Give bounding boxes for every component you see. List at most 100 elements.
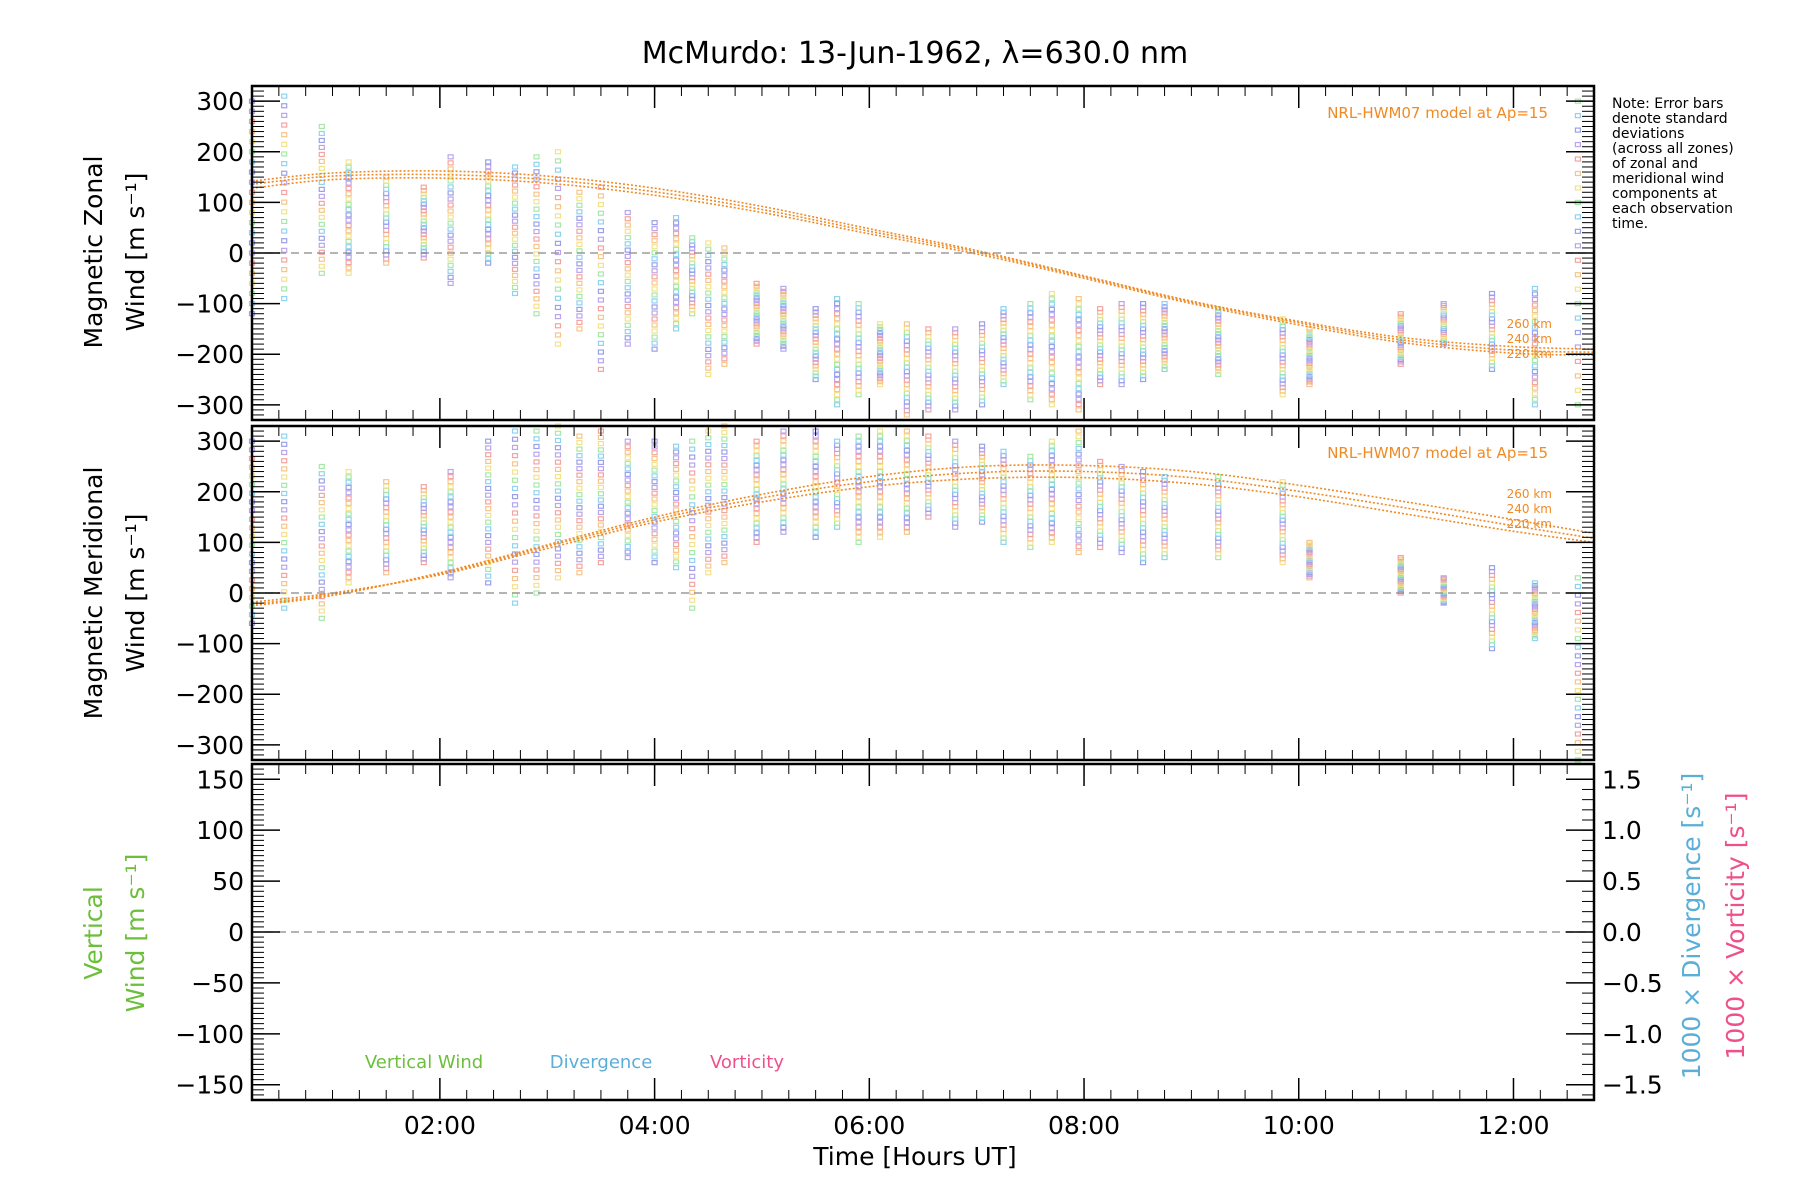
obs-marker — [1215, 340, 1222, 346]
obs-marker — [281, 122, 288, 128]
obs-marker — [1000, 466, 1007, 472]
obs-marker — [383, 235, 390, 242]
obs-marker — [753, 515, 760, 521]
obs-marker — [705, 246, 712, 252]
obs-marker — [1139, 534, 1147, 540]
obs-marker — [345, 169, 352, 176]
obs-marker — [651, 328, 658, 334]
obs-marker — [345, 511, 352, 517]
obs-marker — [812, 453, 819, 459]
obs-marker — [1118, 537, 1125, 543]
obs-marker — [1075, 532, 1082, 538]
obs-marker — [383, 535, 390, 541]
obs-marker — [705, 455, 712, 461]
obs-marker — [834, 387, 841, 393]
obs-marker — [855, 344, 862, 350]
obs-marker — [1306, 376, 1313, 382]
obs-marker — [624, 216, 631, 222]
obs-marker — [1075, 492, 1082, 498]
obs-marker — [705, 489, 712, 495]
obs-marker — [511, 236, 519, 242]
obs-marker — [876, 329, 884, 336]
obs-marker — [721, 278, 728, 284]
obs-marker — [1097, 507, 1104, 514]
obs-marker — [903, 368, 910, 375]
obs-marker — [651, 226, 658, 232]
obs-marker — [780, 510, 787, 516]
obs-marker — [780, 317, 787, 323]
obs-marker — [1048, 472, 1055, 478]
obs-marker — [834, 321, 841, 327]
obs-marker — [855, 392, 862, 398]
y2-tick-label: 1.0 — [1602, 816, 1642, 845]
obs-marker — [651, 473, 658, 479]
obs-marker — [834, 326, 841, 332]
obs-marker — [318, 478, 325, 484]
obs-marker — [318, 536, 325, 542]
zonal-frame — [250, 84, 1596, 422]
obs-marker — [1000, 479, 1007, 485]
obs-marker — [672, 559, 680, 565]
obs-marker — [834, 397, 841, 403]
obs-marker — [1306, 379, 1313, 385]
obs-marker — [705, 448, 712, 454]
obs-marker — [705, 563, 712, 569]
obs-marker — [753, 306, 760, 312]
obs-marker — [721, 514, 728, 520]
obs-marker — [1531, 285, 1539, 292]
obs-marker — [721, 256, 728, 262]
obs-marker — [447, 565, 454, 571]
obs-marker — [554, 185, 562, 192]
obs-marker — [1048, 539, 1055, 545]
obs-marker — [952, 450, 959, 457]
obs-column — [1027, 453, 1034, 551]
obs-marker — [318, 151, 325, 158]
obs-marker — [345, 244, 352, 250]
obs-marker — [485, 168, 492, 175]
obs-marker — [1531, 368, 1539, 375]
obs-column — [1097, 306, 1104, 388]
obs-marker — [576, 446, 583, 452]
obs-marker — [281, 257, 288, 263]
obs-marker — [1574, 653, 1581, 659]
obs-marker — [855, 433, 862, 439]
obs-marker — [447, 256, 454, 262]
obs-marker — [1027, 501, 1034, 507]
obs-marker — [511, 453, 519, 459]
obs-marker — [345, 217, 352, 223]
obs-marker — [597, 553, 605, 559]
obs-marker — [318, 193, 325, 199]
obs-marker — [903, 329, 910, 336]
obs-marker — [624, 477, 631, 483]
obs-marker — [753, 286, 760, 292]
obs-marker — [447, 474, 454, 480]
obs-marker — [1215, 334, 1222, 340]
obs-marker — [1048, 375, 1055, 381]
obs-marker — [485, 580, 492, 586]
obs-column — [1161, 301, 1168, 372]
obs-marker — [511, 278, 519, 285]
obs-marker — [672, 230, 680, 237]
obs-marker — [1075, 463, 1082, 469]
obs-marker — [447, 190, 454, 196]
obs-marker — [812, 339, 819, 346]
obs-marker — [1048, 534, 1055, 541]
x-tick-label: 04:00 — [619, 1111, 691, 1140]
obs-marker — [705, 570, 712, 576]
obs-marker — [721, 553, 728, 559]
y-tick-label: −300 — [175, 731, 244, 760]
obs-marker — [318, 557, 325, 564]
obs-marker — [318, 608, 325, 614]
obs-marker — [721, 300, 728, 306]
obs-marker — [1027, 479, 1034, 485]
obs-marker — [812, 504, 819, 510]
obs-marker — [1027, 397, 1034, 403]
obs-marker — [834, 306, 841, 312]
obs-marker — [855, 340, 862, 346]
obs-marker — [812, 312, 819, 319]
obs-marker — [689, 565, 696, 572]
obs-marker — [318, 144, 325, 151]
obs-marker — [281, 458, 288, 464]
obs-marker — [753, 332, 760, 339]
